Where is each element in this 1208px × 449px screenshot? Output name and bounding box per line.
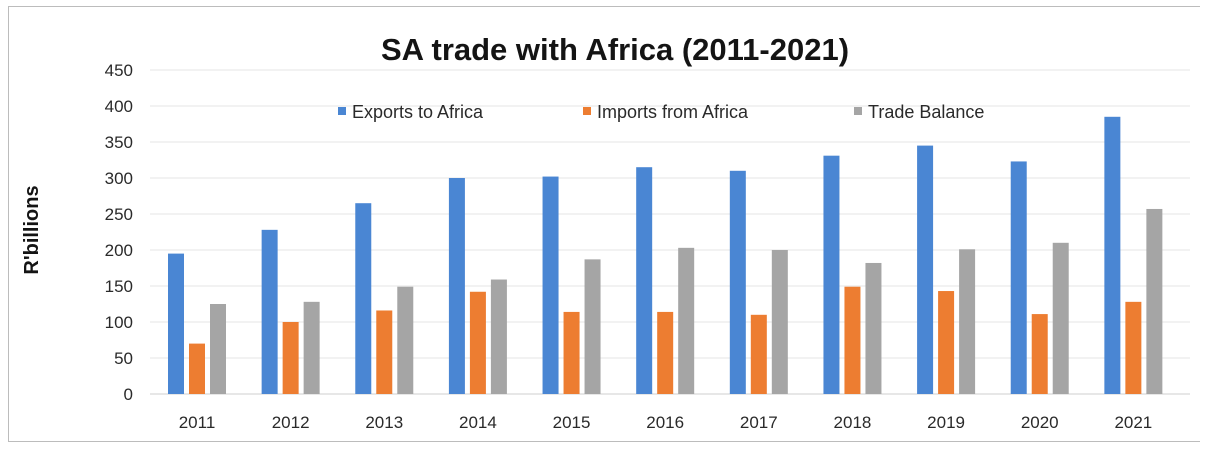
y-tick-label: 0 xyxy=(124,385,133,404)
legend: Exports to Africa Imports from Africa Trad… xyxy=(338,102,984,122)
x-tick-label: 2015 xyxy=(553,413,591,432)
bars xyxy=(168,116,1163,395)
bar-trade-balance-2014 xyxy=(490,279,507,394)
chart-title: SA trade with Africa (2011-2021) xyxy=(380,32,850,67)
bar-exports-to-africa-2012 xyxy=(261,229,278,394)
x-tick-label: 2017 xyxy=(740,413,778,432)
y-tick-label: 300 xyxy=(105,169,133,188)
x-tick-label: 2011 xyxy=(179,413,216,432)
y-tick-label: 200 xyxy=(105,241,133,260)
x-tick-label: 2013 xyxy=(365,413,403,432)
bar-imports-from-africa-2019 xyxy=(938,291,955,394)
bar-trade-balance-2020 xyxy=(1052,242,1069,394)
x-tick-label: 2012 xyxy=(272,413,310,432)
bar-exports-to-africa-2018 xyxy=(823,155,840,394)
bar-exports-to-africa-2013 xyxy=(355,203,372,394)
bar-trade-balance-2011 xyxy=(210,304,226,394)
y-tick-label: 350 xyxy=(105,133,133,152)
bar-exports-to-africa-2011 xyxy=(168,253,184,394)
legend-swatch-trade-balance xyxy=(854,107,862,115)
bar-trade-balance-2016 xyxy=(678,247,695,394)
legend-label-imports-from-africa: Imports from Africa xyxy=(597,102,749,122)
x-tick-label: 2020 xyxy=(1021,413,1059,432)
y-axis-ticks: 0 50 100 150 200 250 300 350 400 450 xyxy=(105,61,133,404)
bar-trade-balance-2012 xyxy=(303,301,320,394)
bar-exports-to-africa-2019 xyxy=(917,145,934,394)
bar-imports-from-africa-2017 xyxy=(750,314,767,394)
bar-imports-from-africa-2015 xyxy=(563,311,580,394)
y-tick-label: 400 xyxy=(105,97,133,116)
bar-imports-from-africa-2020 xyxy=(1031,314,1048,394)
y-tick-label: 250 xyxy=(105,205,133,224)
bar-exports-to-africa-2014 xyxy=(448,178,465,394)
y-tick-label: 450 xyxy=(105,61,133,80)
bar-imports-from-africa-2013 xyxy=(376,310,393,394)
bar-trade-balance-2021 xyxy=(1146,208,1163,394)
bar-imports-from-africa-2011 xyxy=(189,343,205,394)
bar-exports-to-africa-2020 xyxy=(1010,161,1027,394)
bar-imports-from-africa-2021 xyxy=(1125,301,1142,394)
legend-swatch-imports-from-africa xyxy=(583,107,591,115)
bar-exports-to-africa-2017 xyxy=(729,170,746,394)
x-axis-ticks: 2011 2012 2013 2014 2015 2016 2017 2018 2019 2020… xyxy=(179,413,1153,432)
legend-label-trade-balance: Trade Balance xyxy=(868,102,984,122)
y-tick-label: 150 xyxy=(105,277,133,296)
y-tick-label: 100 xyxy=(105,313,133,332)
bar-exports-to-africa-2015 xyxy=(542,176,559,394)
bar-exports-to-africa-2021 xyxy=(1104,116,1121,395)
bar-trade-balance-2018 xyxy=(865,262,882,394)
x-tick-label: 2018 xyxy=(834,413,872,432)
bar-exports-to-africa-2016 xyxy=(636,167,653,394)
bar-imports-from-africa-2018 xyxy=(844,286,861,394)
bar-trade-balance-2019 xyxy=(959,249,976,394)
x-tick-label: 2016 xyxy=(646,413,684,432)
x-tick-label: 2021 xyxy=(1114,413,1152,432)
y-axis-title: R'billions xyxy=(21,185,43,274)
bar-imports-from-africa-2014 xyxy=(469,291,486,394)
bar-imports-from-africa-2012 xyxy=(282,322,299,394)
bar-trade-balance-2017 xyxy=(771,250,788,394)
legend-swatch-exports-to-africa xyxy=(338,107,346,115)
x-tick-label: 2014 xyxy=(459,413,497,432)
chart-frame xyxy=(8,6,1200,442)
legend-label-exports-to-africa: Exports to Africa xyxy=(352,102,484,122)
x-tick-label: 2019 xyxy=(927,413,965,432)
y-tick-label: 50 xyxy=(114,349,133,368)
bar-imports-from-africa-2016 xyxy=(657,311,674,394)
bar-trade-balance-2013 xyxy=(397,286,414,394)
bar-trade-balance-2015 xyxy=(584,259,601,394)
